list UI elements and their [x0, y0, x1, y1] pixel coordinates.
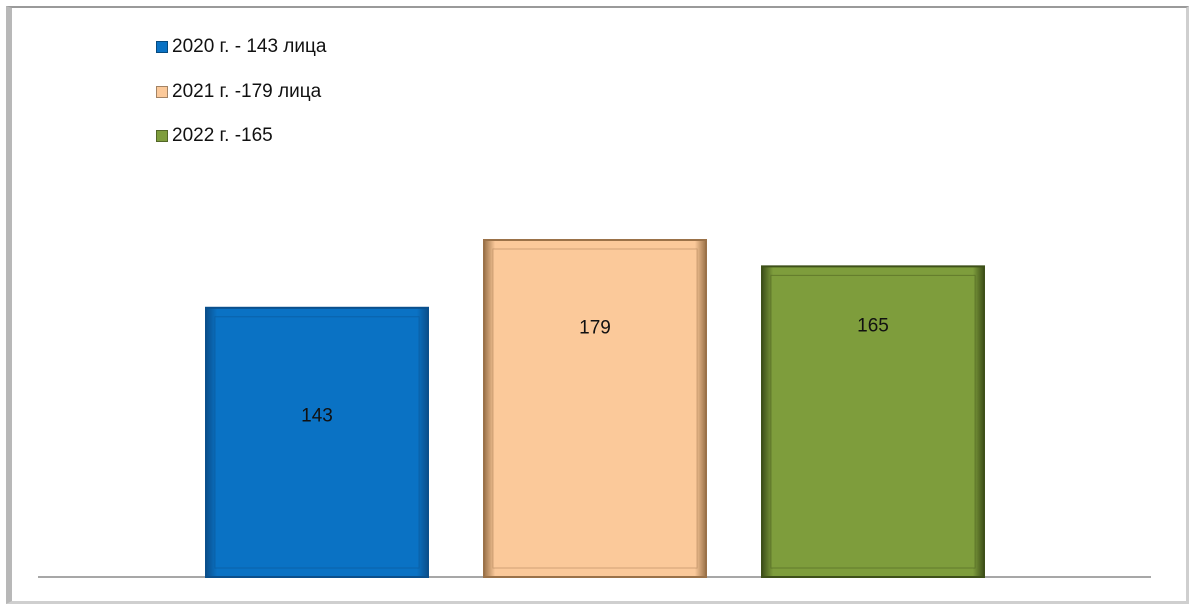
bar-face-2021 — [492, 248, 698, 569]
legend-item-2020: 2020 г. - 143 лица — [156, 36, 326, 58]
legend-label-2022: 2022 г. -165 — [172, 125, 273, 146]
chart-legend: 2020 г. - 143 лица 2021 г. -179 лица 202… — [156, 36, 556, 156]
legend-item-2021: 2021 г. -179 лица — [156, 81, 321, 103]
legend-swatch-2020 — [156, 41, 168, 53]
bars-group: 143 179 165 — [205, 239, 985, 578]
legend-item-2022: 2022 г. -165 — [156, 125, 273, 147]
data-label-2020: 143 — [301, 405, 333, 426]
data-label-2021: 179 — [579, 318, 611, 339]
data-label-2022: 165 — [857, 315, 889, 336]
legend-swatch-2021 — [156, 86, 168, 98]
bar-face-2020 — [214, 316, 420, 569]
legend-label-2020: 2020 г. - 143 лица — [172, 36, 327, 57]
legend-label-2021: 2021 г. -179 лица — [172, 81, 322, 102]
bar-face-2022 — [770, 274, 976, 569]
legend-swatch-2022 — [156, 130, 168, 142]
